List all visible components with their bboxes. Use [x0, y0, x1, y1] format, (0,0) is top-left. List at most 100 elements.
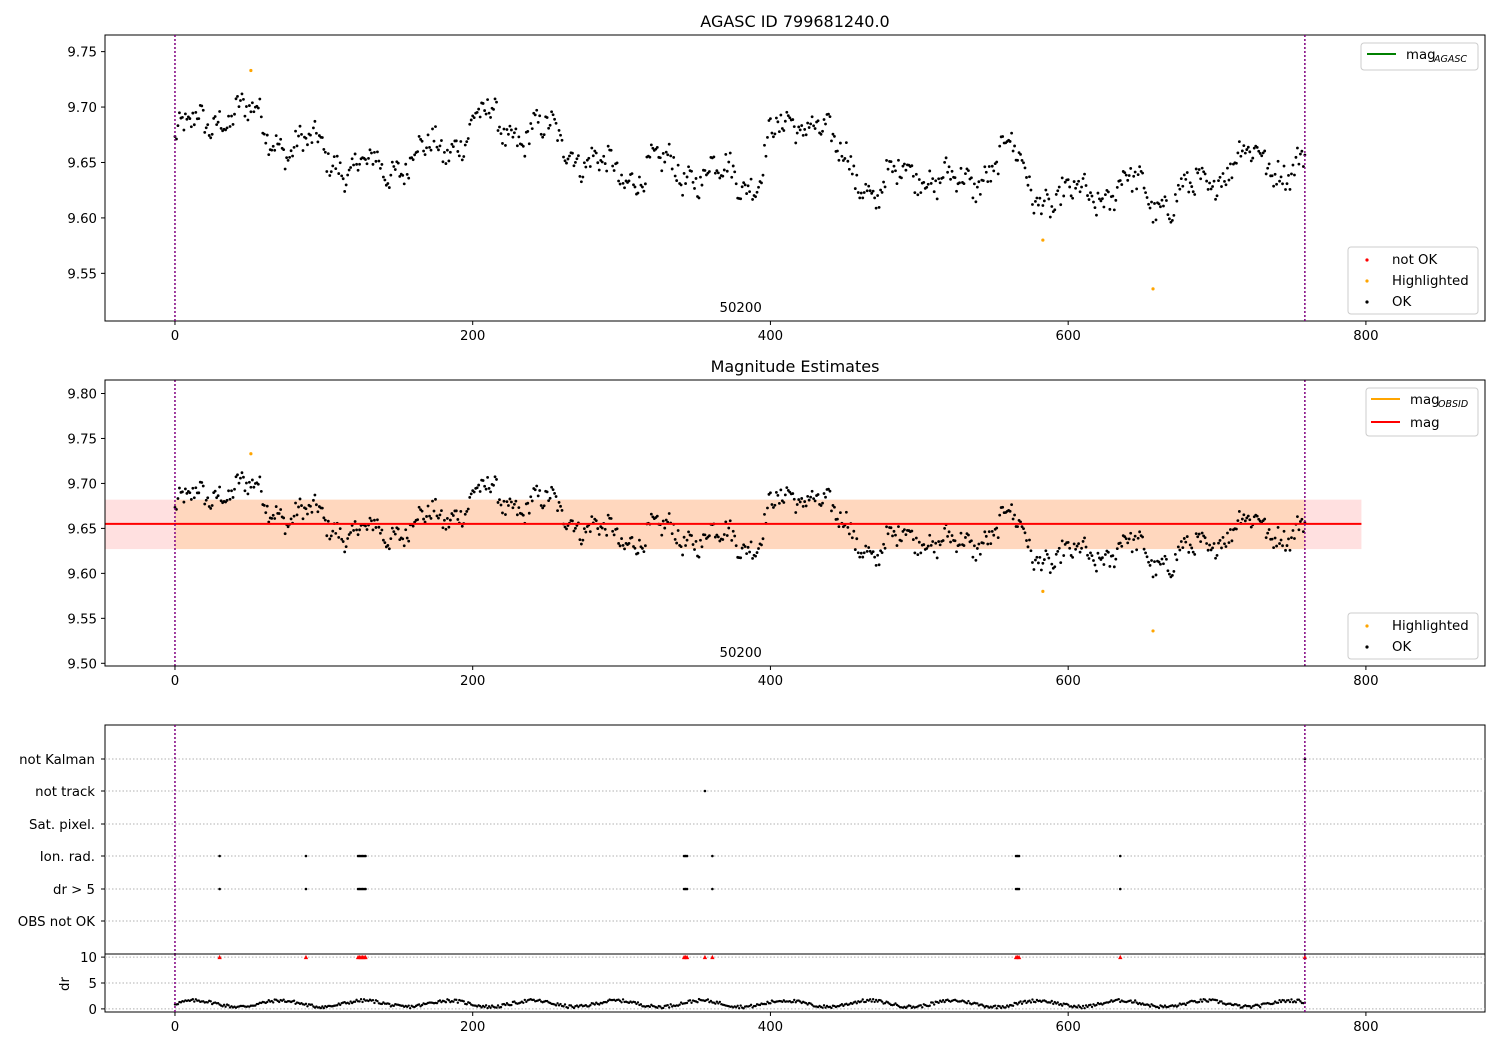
ok-point	[1275, 544, 1278, 548]
ok-point	[728, 519, 732, 523]
panel-magnitude-legend-points: Highlighted OK	[1347, 612, 1479, 660]
ok-point	[975, 185, 979, 189]
ok-point	[227, 489, 230, 493]
ok-point	[481, 102, 485, 105]
ok-point	[249, 110, 253, 114]
ok-point	[911, 538, 915, 541]
ok-point	[1130, 550, 1134, 554]
ok-point	[216, 120, 220, 124]
ok-point	[225, 498, 229, 502]
ok-point	[813, 127, 817, 130]
ok-point	[219, 127, 223, 130]
ok-point	[1120, 183, 1124, 186]
ok-point	[885, 525, 888, 529]
ok-point	[861, 196, 865, 200]
ok-point	[849, 155, 853, 158]
ok-point	[1112, 565, 1116, 569]
ok-point	[871, 189, 875, 193]
ok-point	[852, 529, 856, 533]
ok-point	[1111, 554, 1115, 558]
ok-point	[201, 484, 205, 488]
ok-point	[1147, 202, 1150, 206]
ok-point	[420, 509, 424, 513]
dr-point	[483, 1005, 486, 1009]
dr-point	[821, 1006, 824, 1009]
ok-point	[797, 125, 801, 129]
ok-point	[636, 551, 640, 555]
dr-point	[495, 1006, 498, 1009]
ok-point	[590, 146, 594, 150]
ok-point	[892, 529, 896, 533]
ok-point	[974, 558, 978, 562]
ok-point	[1095, 213, 1098, 217]
dr-point	[709, 999, 713, 1003]
ok-point	[970, 539, 973, 543]
ok-point	[329, 534, 333, 538]
y-tick-label: 9.55	[67, 267, 97, 282]
ok-point	[716, 535, 720, 539]
dr-point	[388, 1002, 391, 1006]
dr-point	[1133, 999, 1137, 1002]
dr-point	[408, 1006, 412, 1010]
ok-point	[329, 170, 333, 174]
ok-point	[1202, 170, 1206, 174]
ok-point	[655, 514, 659, 518]
ok-point	[285, 156, 289, 160]
ok-point	[411, 524, 415, 528]
ok-point	[553, 491, 556, 495]
ok-point	[1275, 182, 1278, 186]
ok-point	[1141, 535, 1145, 539]
ok-point	[466, 507, 470, 511]
ok-point	[279, 137, 283, 141]
y-tick-label: 9.75	[67, 432, 97, 447]
ok-point	[475, 486, 479, 490]
ok-point	[700, 183, 704, 187]
ok-point	[992, 169, 996, 173]
dr-point	[1050, 999, 1053, 1003]
dr-point	[1023, 999, 1027, 1003]
ok-point	[955, 189, 958, 193]
ok-point	[638, 175, 641, 179]
ok-point	[995, 160, 999, 164]
ok-point	[1133, 170, 1137, 174]
ok-point	[972, 544, 976, 548]
ok-point	[264, 511, 268, 515]
ok-point	[301, 149, 305, 152]
ok-point	[983, 165, 987, 169]
ok-point	[492, 107, 495, 111]
ok-point	[675, 179, 679, 182]
ok-point	[703, 169, 707, 172]
ok-point	[243, 489, 247, 493]
ok-point	[529, 122, 533, 125]
ok-point	[331, 164, 335, 168]
ok-point	[1266, 531, 1270, 535]
ok-point	[816, 493, 820, 496]
ok-point	[1160, 557, 1164, 561]
dr-point	[855, 1002, 858, 1005]
ok-point	[426, 504, 430, 508]
ok-point	[1205, 542, 1209, 545]
ok-point	[856, 191, 860, 194]
ok-point	[326, 152, 330, 156]
ok-point	[984, 534, 988, 538]
dr-point	[209, 1000, 212, 1003]
ok-point	[250, 101, 254, 105]
ok-point	[581, 175, 585, 179]
x-tick-label: 400	[758, 674, 783, 689]
dr-point	[1282, 999, 1286, 1002]
ok-point	[233, 112, 236, 116]
x-tick-label: 800	[1353, 1020, 1378, 1035]
ok-point	[1237, 140, 1241, 144]
dr-point	[656, 1006, 659, 1009]
ok-point	[1039, 212, 1043, 216]
ok-point	[718, 176, 722, 180]
ok-point	[1071, 196, 1075, 200]
ok-point	[766, 135, 769, 139]
y-tick-label: 9.60	[67, 212, 97, 227]
ok-point	[1196, 535, 1200, 539]
dr-point	[193, 1000, 196, 1003]
ok-point	[387, 547, 391, 551]
ok-point	[441, 526, 445, 530]
ok-point	[1266, 166, 1270, 170]
ok-point	[469, 118, 473, 122]
